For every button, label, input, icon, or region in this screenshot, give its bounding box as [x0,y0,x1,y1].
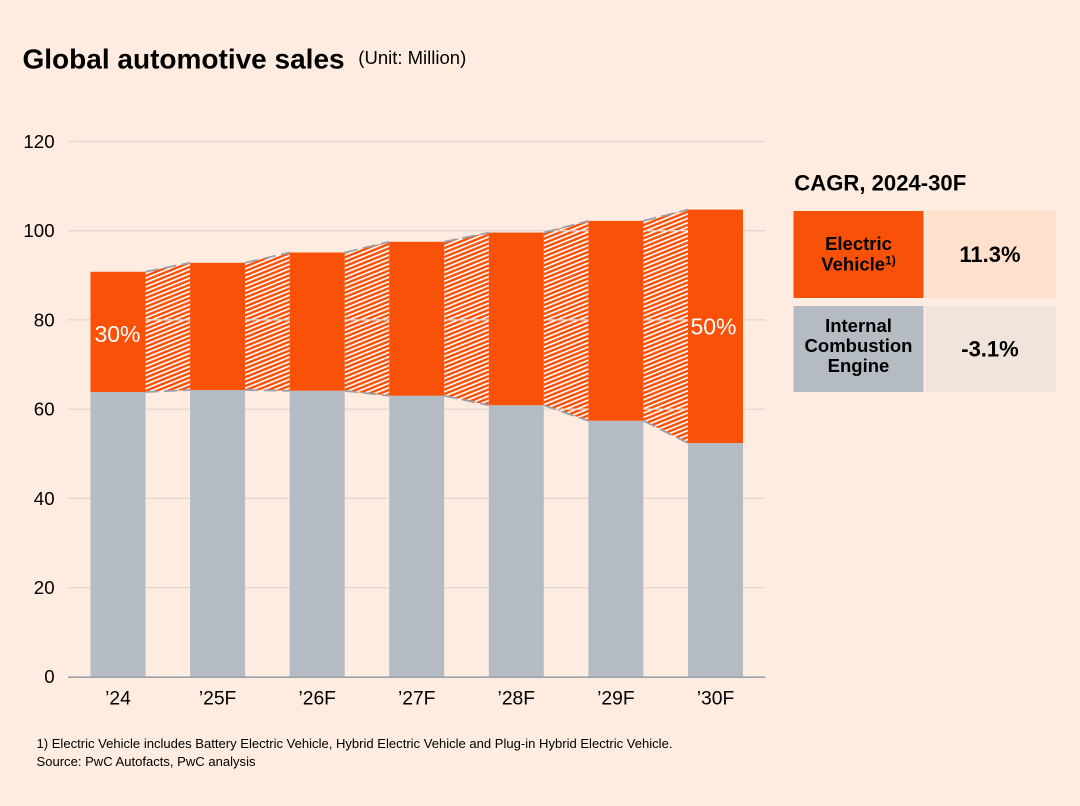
svg-text:80: 80 [34,309,55,330]
svg-text:CAGR, 2024-30F: CAGR, 2024-30F [794,171,966,196]
svg-text:Electric: Electric [825,233,892,254]
svg-text:100: 100 [23,220,54,241]
svg-text:’28F: ’28F [498,689,536,710]
svg-text:Internal: Internal [825,315,892,336]
svg-text:’29F: ’29F [597,689,635,710]
svg-text:(Unit: Million): (Unit: Million) [358,47,466,68]
svg-text:’27F: ’27F [398,689,436,710]
svg-text:’26F: ’26F [298,689,336,710]
svg-text:60: 60 [34,399,55,420]
svg-text:’30F: ’30F [697,689,735,710]
svg-text:0: 0 [44,666,54,687]
svg-text:11.3%: 11.3% [959,242,1020,267]
svg-text:20: 20 [34,577,55,598]
svg-text:Combustion: Combustion [805,335,913,356]
svg-text:120: 120 [23,131,54,152]
svg-text:-3.1%: -3.1% [961,337,1018,362]
svg-text:50%: 50% [690,314,736,340]
svg-text:40: 40 [34,488,55,509]
svg-text:Vehicle1): Vehicle1) [821,253,895,274]
svg-text:30%: 30% [94,321,140,347]
svg-text:Engine: Engine [828,355,890,376]
svg-text:’24: ’24 [105,689,131,710]
svg-text:1) Electric Vehicle includes B: 1) Electric Vehicle includes Battery Ele… [37,736,673,751]
svg-text:’25F: ’25F [199,689,237,710]
svg-text:Source: PwC Autofacts, PwC ana: Source: PwC Autofacts, PwC analysis [37,754,256,769]
svg-text:Global automotive sales: Global automotive sales [23,44,345,75]
